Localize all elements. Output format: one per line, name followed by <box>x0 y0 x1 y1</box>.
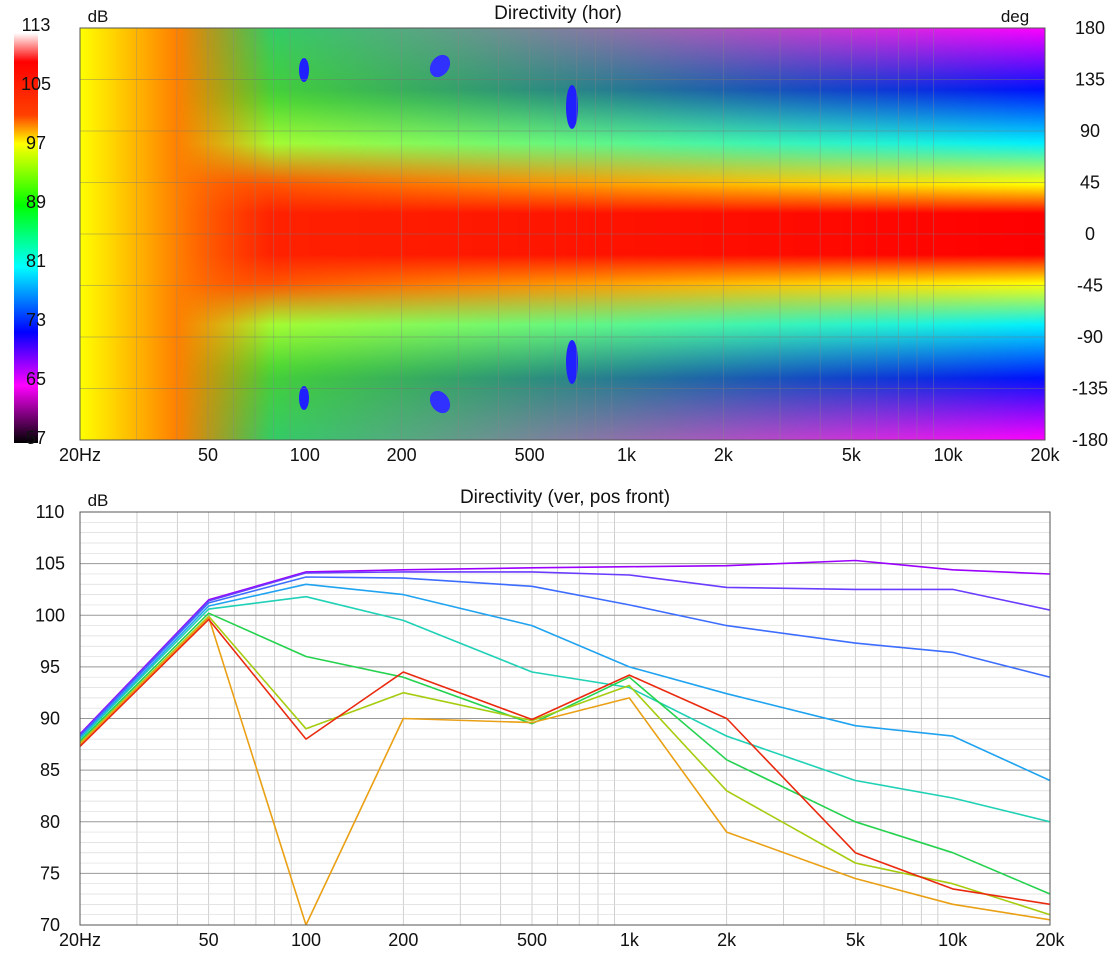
heatmap-panel: Directivity (hor) dB deg 113 105 97 89 81 73 6… <box>14 3 1108 465</box>
line-x-tick-label: 20k <box>1035 930 1065 950</box>
colorbar <box>14 33 38 443</box>
line-y-tick-label: 90 <box>40 709 60 729</box>
series-line <box>80 615 1050 916</box>
heatmap-x-tick-label: 20Hz <box>59 445 101 465</box>
heatmap-null <box>299 58 309 82</box>
line-y-tick-label: 95 <box>40 657 60 677</box>
colorbar-tick-label: 97 <box>26 133 46 153</box>
line-y-tick-label: 110 <box>36 502 65 522</box>
series-line <box>80 571 1050 736</box>
heatmap-x-tick-label: 500 <box>515 445 545 465</box>
line-x-tick-label: 10k <box>938 930 968 950</box>
colorbar-tick-label: 113 <box>22 15 51 35</box>
heatmap-x-tick-label: 1k <box>617 445 637 465</box>
heatmap-y-tick-label: 0 <box>1085 224 1095 244</box>
heatmap-plot-area <box>80 28 1045 440</box>
colorbar-tick-label: 57 <box>26 428 46 448</box>
colorbar-unit: dB <box>88 7 109 26</box>
series-line <box>80 595 1050 823</box>
heatmap-null <box>429 54 451 78</box>
heatmap-y-tick-label: -180 <box>1072 430 1108 450</box>
heatmap-x-tick-label: 20k <box>1030 445 1060 465</box>
heatmap-y-tick-label: 90 <box>1080 121 1100 141</box>
line-title: Directivity (ver, pos front) <box>460 487 670 508</box>
line-y-tick-label: 105 <box>35 554 65 574</box>
colorbar-tick-label: 65 <box>26 369 46 389</box>
heatmap-x-tick-label: 200 <box>387 445 417 465</box>
heatmap-x-tick-label: 5k <box>842 445 862 465</box>
heatmap-y-tick-label: 45 <box>1080 173 1100 193</box>
heatmap-null <box>566 85 578 129</box>
colorbar-tick-label: 73 <box>26 310 46 330</box>
line-x-tick-label: 1k <box>620 930 640 950</box>
line-x-ticks: 20Hz 50 100 200 500 1k 2k 5k 10k 20k <box>59 930 1066 950</box>
series-line <box>80 616 1050 925</box>
heatmap-grid <box>80 28 1045 440</box>
heatmap-x-tick-label: 10k <box>934 445 964 465</box>
heatmap-y-tick-label: -135 <box>1072 379 1108 399</box>
line-x-tick-label: 20Hz <box>59 930 101 950</box>
series-line <box>80 576 1050 737</box>
line-y-tick-label: 100 <box>35 605 65 625</box>
heatmap-title: Directivity (hor) <box>494 3 622 24</box>
line-x-tick-label: 50 <box>199 930 219 950</box>
line-y-tick-label: 75 <box>40 863 60 883</box>
line-y-tick-label: 70 <box>40 915 60 935</box>
series-line <box>80 583 1050 782</box>
line-x-tick-label: 100 <box>291 930 321 950</box>
line-y-tick-label: 85 <box>40 760 60 780</box>
heatmap-y-ticks: 180 135 90 45 0 -45 -90 -135 -180 <box>1072 18 1108 450</box>
line-x-tick-label: 2k <box>717 930 737 950</box>
line-panel: Directivity (ver, pos front) dB 110 105 10… <box>35 487 1066 950</box>
heatmap-x-tick-label: 50 <box>198 445 218 465</box>
series-line <box>80 618 1050 906</box>
heatmap-x-ticks: 20Hz 50 100 200 500 1k 2k 5k 10k 20k <box>59 445 1061 465</box>
line-x-tick-label: 200 <box>388 930 418 950</box>
colorbar-tick-label: 81 <box>26 251 46 271</box>
heatmap-null <box>566 340 578 384</box>
colorbar-ticks: 113 105 97 89 81 73 65 57 <box>21 15 51 448</box>
line-grid <box>80 512 1050 925</box>
line-frame <box>79 511 1051 926</box>
line-series <box>80 559 1050 925</box>
line-y-tick-label: 80 <box>40 812 60 832</box>
line-y-ticks: 110 105 100 95 90 85 80 75 70 <box>35 502 65 935</box>
heatmap-null <box>299 386 309 410</box>
heatmap-y-tick-label: 135 <box>1075 70 1105 90</box>
heatmap-y-tick-label: -90 <box>1077 327 1103 347</box>
heatmap-null <box>429 390 451 414</box>
line-x-tick-label: 500 <box>517 930 547 950</box>
series-line <box>80 612 1050 895</box>
heatmap-y-unit: deg <box>1001 7 1029 26</box>
heatmap-y-tick-label: 180 <box>1075 18 1105 38</box>
line-x-tick-label: 5k <box>846 930 866 950</box>
heatmap-frame <box>79 27 1046 441</box>
line-y-unit: dB <box>88 491 109 510</box>
heatmap-y-tick-label: -45 <box>1077 276 1103 296</box>
colorbar-tick-label: 105 <box>21 74 51 94</box>
heatmap-x-tick-label: 100 <box>290 445 320 465</box>
heatmap-x-tick-label: 2k <box>714 445 734 465</box>
colorbar-tick-label: 89 <box>26 192 46 212</box>
series-line <box>80 559 1050 735</box>
